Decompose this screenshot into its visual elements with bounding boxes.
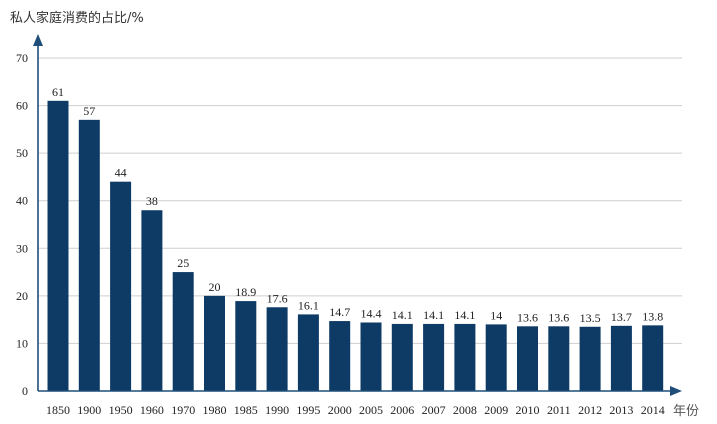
x-tick-label: 1900 [77,403,101,417]
bar-value-label: 13.5 [580,311,601,325]
x-tick-label: 2005 [359,403,383,417]
bar [579,326,601,391]
bar-value-label: 14.1 [392,308,413,322]
y-tick-label: 30 [16,241,28,255]
bar-value-label: 14 [490,308,502,322]
x-tick-label: 2008 [453,403,477,417]
bar-value-label: 61 [52,85,64,99]
y-tick-labels: 0 10 20 30 40 50 60 70 [16,51,28,398]
y-tick-label: 0 [22,384,28,398]
x-tick-label: 2000 [328,403,352,417]
y-axis-label: 私人家庭消费的占比/% [10,10,144,26]
x-tick-label: 2011 [547,403,571,417]
x-axis-label: 年份 [673,404,699,419]
bar [47,100,69,392]
bar [360,322,382,391]
bar-value-label: 14.4 [361,306,382,320]
bar-value-label: 14.1 [454,308,475,322]
bar [642,325,664,391]
bar-value-label: 18.9 [235,285,256,299]
bar-value-label: 14.7 [329,305,350,319]
x-tick-label: 2010 [516,403,540,417]
bar [423,323,445,391]
x-tick-label: 1950 [109,403,133,417]
bar [204,295,225,391]
bar-value-label: 44 [115,166,127,180]
bar-value-label: 20 [209,280,221,294]
bar [454,323,476,391]
x-axis-arrow [670,386,682,396]
x-tick-label: 2007 [422,403,446,417]
x-tick-label: 1980 [203,403,227,417]
bar-value-label: 17.6 [267,291,288,305]
x-tick-label: 2009 [484,403,508,417]
x-tick-label: 2014 [641,403,665,417]
bar-value-label: 14.1 [423,308,444,322]
x-tick-label: 1995 [296,403,320,417]
y-tick-label: 10 [16,336,28,350]
bar [329,321,351,391]
bar [266,307,288,391]
bar [517,326,538,391]
bar-value-label: 13.7 [611,310,632,324]
bar [548,326,570,391]
y-tick-label: 20 [16,289,28,303]
bar-value-label: 13.6 [517,310,538,324]
bar [78,119,100,391]
y-axis-arrow [33,34,43,46]
y-tick-label: 50 [16,146,28,160]
bar [610,325,632,391]
x-tick-label: 1960 [140,403,164,417]
x-tick-label: 2006 [390,403,414,417]
bar-value-label: 38 [146,194,158,208]
x-tick-label: 1990 [265,403,289,417]
x-tick-labels: 1850 1900 1950 1960 1970 1980 1985 1990 1995 2000… [46,403,665,417]
x-tick-label: 2013 [609,403,633,417]
bar [485,324,507,391]
bar [141,210,163,391]
bar-value-label: 13.8 [642,309,663,323]
value-labels: 61 57 44 38 25 20 18.9 17.6 16.1 14.7 14.4 14.1 14.1… [52,85,663,325]
x-tick-label: 2012 [578,403,602,417]
bars [47,100,664,392]
bar-value-label: 57 [83,104,95,118]
bar-value-label: 16.1 [298,298,319,312]
bar [235,301,257,391]
bar [297,314,319,391]
bar [172,272,194,391]
bar [391,323,413,391]
x-tick-label: 1850 [46,403,70,417]
x-tick-label: 1970 [171,403,195,417]
x-tick-label: 1985 [234,403,258,417]
y-tick-label: 60 [16,99,28,113]
y-tick-label: 40 [16,194,28,208]
bar-value-label: 25 [177,256,189,270]
y-tick-label: 70 [16,51,28,65]
bar [110,181,132,391]
gridlines [38,57,682,344]
bar-value-label: 13.6 [548,310,569,324]
